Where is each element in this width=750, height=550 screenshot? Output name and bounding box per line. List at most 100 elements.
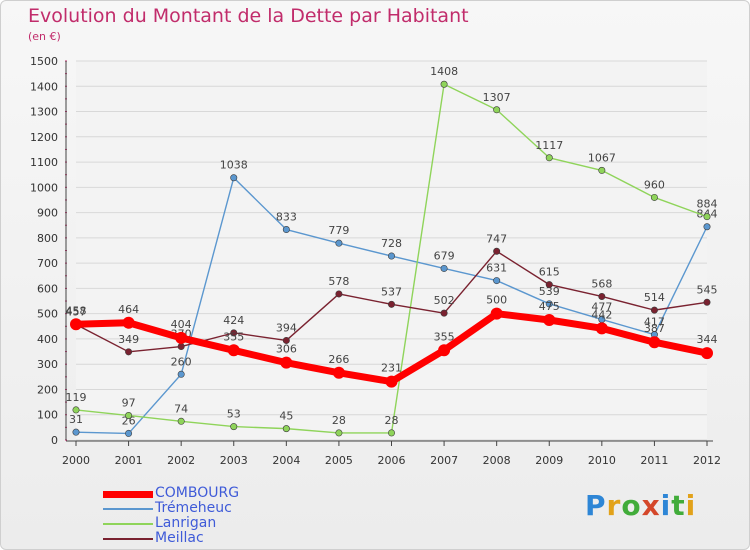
data-label-combourg-2006: 231 [381, 362, 402, 375]
data-point-meillac-2012 [703, 298, 711, 306]
data-label-meillac-2004: 394 [276, 321, 297, 334]
x-tick-label-2008: 2008 [483, 454, 511, 467]
x-tick-label-2007: 2007 [430, 454, 458, 467]
legend-label: COMBOURG [155, 485, 240, 501]
data-point-tr-meheuc-2001 [125, 429, 133, 437]
data-label-tr-meheuc-2005: 779 [328, 224, 349, 237]
chart-title: Evolution du Montant de la Dette par Hab… [28, 5, 469, 27]
data-point-combourg-2003 [227, 344, 240, 357]
data-point-tr-meheuc-2009 [545, 300, 553, 308]
data-point-meillac-2009 [545, 281, 553, 289]
data-point-tr-meheuc-2006 [387, 252, 395, 260]
data-label-lanrigan-2005: 28 [332, 414, 346, 427]
data-point-tr-meheuc-2008 [493, 277, 501, 285]
data-point-tr-meheuc-2007 [440, 264, 448, 272]
data-point-combourg-2008 [490, 307, 503, 320]
logo-letter: t [671, 489, 686, 522]
data-label-combourg-2005: 266 [328, 353, 349, 366]
data-label-combourg-2001: 464 [118, 303, 139, 316]
data-label-lanrigan-2006: 28 [385, 414, 399, 427]
y-tick-label-300: 300 [37, 358, 58, 371]
data-point-meillac-2001 [125, 348, 133, 356]
data-label-lanrigan-2009: 1117 [535, 139, 563, 152]
y-tick-label-700: 700 [37, 257, 58, 270]
data-label-tr-meheuc-2009: 539 [539, 285, 560, 298]
data-point-combourg-2005 [332, 366, 345, 379]
data-point-combourg-2010 [595, 322, 608, 335]
data-point-meillac-2010 [598, 292, 606, 300]
x-tick-label-2001: 2001 [115, 454, 143, 467]
data-point-lanrigan-2004 [282, 425, 290, 433]
data-label-combourg-2007: 355 [434, 330, 455, 343]
data-label-tr-meheuc-2000: 31 [69, 413, 83, 426]
x-tick-label-2011: 2011 [640, 454, 668, 467]
data-label-meillac-2003: 424 [223, 314, 244, 327]
data-label-combourg-2008: 500 [486, 294, 507, 307]
data-label-meillac-2008: 747 [486, 232, 507, 245]
data-point-meillac-2003 [230, 329, 238, 337]
y-tick-label-1500: 1500 [30, 55, 58, 68]
x-tick-label-2012: 2012 [693, 454, 721, 467]
legend-label: Trémeheuc [155, 500, 232, 516]
data-point-lanrigan-2008 [493, 106, 501, 114]
data-label-lanrigan-2011: 960 [644, 178, 665, 191]
logo-letter: r [606, 489, 622, 522]
x-tick-label-2004: 2004 [272, 454, 300, 467]
data-label-tr-meheuc-2011: 417 [644, 316, 665, 329]
data-label-lanrigan-2002: 74 [174, 402, 188, 415]
data-point-meillac-2002 [177, 343, 185, 351]
data-label-meillac-2005: 578 [328, 275, 349, 288]
data-point-combourg-2001 [122, 316, 135, 329]
data-label-tr-meheuc-2004: 833 [276, 211, 297, 224]
data-point-tr-meheuc-2002 [177, 370, 185, 378]
data-label-combourg-2002: 404 [171, 318, 192, 331]
legend-label: Lanrigan [155, 515, 217, 531]
data-point-lanrigan-2005 [335, 429, 343, 437]
data-point-lanrigan-2003 [230, 423, 238, 431]
data-point-tr-meheuc-2005 [335, 239, 343, 247]
data-point-lanrigan-2001 [125, 411, 133, 419]
data-point-combourg-2012 [701, 347, 713, 360]
data-label-combourg-2012: 344 [697, 333, 718, 346]
data-label-meillac-2010: 568 [591, 277, 612, 290]
data-label-meillac-2012: 545 [697, 283, 718, 296]
data-label-meillac-2009: 615 [539, 266, 560, 279]
data-label-meillac-2011: 514 [644, 291, 665, 304]
data-point-meillac-2006 [387, 300, 395, 308]
data-label-tr-meheuc-2007: 679 [434, 249, 455, 262]
data-label-lanrigan-2000: 119 [66, 391, 87, 404]
y-tick-label-100: 100 [37, 409, 58, 422]
x-tick-label-2006: 2006 [378, 454, 406, 467]
data-point-combourg-2007 [438, 344, 451, 357]
data-label-combourg-2004: 306 [276, 343, 297, 356]
y-tick-label-500: 500 [37, 308, 58, 321]
data-label-lanrigan-2001: 97 [122, 396, 136, 409]
y-tick-label-400: 400 [37, 333, 58, 346]
data-point-meillac-2007 [440, 309, 448, 317]
data-point-tr-meheuc-2012 [703, 223, 711, 231]
logo-letter: i [660, 489, 672, 522]
data-point-lanrigan-2002 [177, 417, 185, 425]
data-label-combourg-2010: 442 [591, 308, 612, 321]
proxiti-logo: Proxiti [585, 489, 696, 522]
data-point-meillac-2008 [493, 247, 501, 255]
y-tick-label-0: 0 [51, 434, 58, 447]
data-point-combourg-2002 [175, 331, 188, 344]
data-point-lanrigan-2000 [72, 406, 80, 414]
y-tick-label-1300: 1300 [30, 106, 58, 119]
y-tick-label-1100: 1100 [30, 156, 58, 169]
legend-label: Meillac [155, 530, 204, 546]
legend-swatch [103, 491, 153, 498]
data-label-combourg-2000: 458 [66, 304, 87, 317]
logo-letter: o [621, 489, 642, 522]
data-label-lanrigan-2008: 1307 [483, 91, 511, 104]
y-tick-label-1400: 1400 [30, 80, 58, 93]
data-point-tr-meheuc-2004 [282, 226, 290, 234]
data-label-meillac-2001: 349 [118, 333, 139, 346]
x-tick-label-2002: 2002 [167, 454, 195, 467]
data-label-tr-meheuc-2006: 728 [381, 237, 402, 250]
data-label-tr-meheuc-2001: 26 [122, 414, 136, 427]
y-tick-label-900: 900 [37, 207, 58, 220]
y-tick-label-800: 800 [37, 232, 58, 245]
